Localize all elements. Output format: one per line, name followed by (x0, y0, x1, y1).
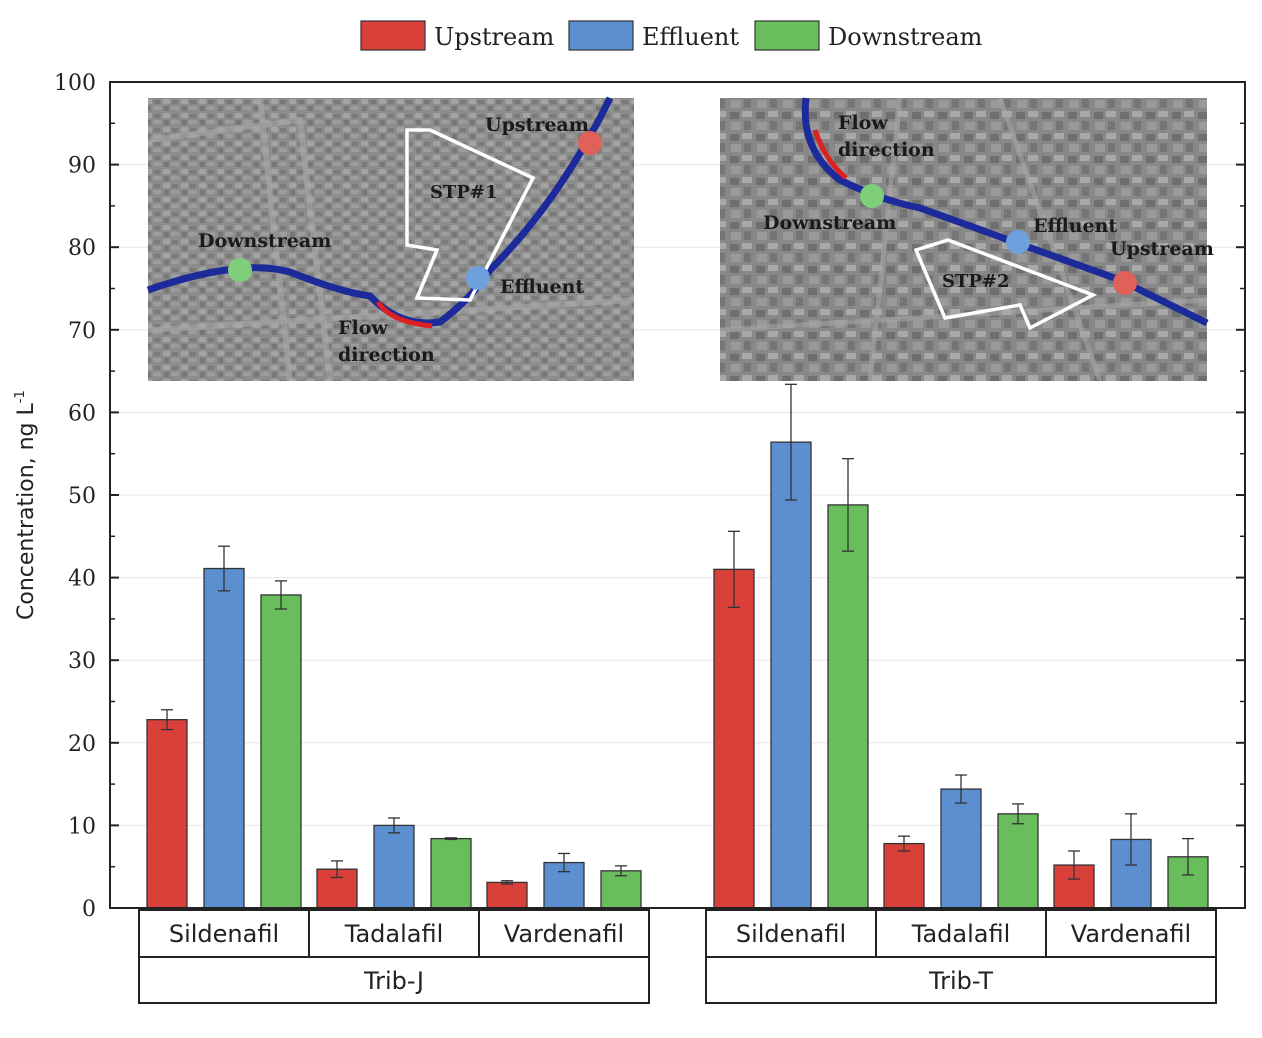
y-tick-label: 40 (68, 567, 96, 592)
compound-label: Tadalafil (344, 920, 444, 948)
compound-cell (1045, 909, 1217, 958)
legend-label: Effluent (642, 23, 739, 51)
map-trib-t: Flow direction Downstream Effluent Upstr… (719, 97, 1214, 382)
y-tick-label: 70 (68, 319, 96, 344)
y-axis-label: Concentration, ng L-1 (13, 390, 39, 620)
map1-stp-label: STP#1 (430, 182, 498, 203)
map2-upstream-label: Upstream (1110, 238, 1214, 260)
compound-cell (705, 909, 877, 958)
group-label: Trib-J (363, 967, 424, 995)
y-tick-label: 80 (68, 236, 96, 261)
map2-stp-label: STP#2 (942, 271, 1010, 292)
compound-label: Sildenafil (169, 920, 279, 948)
map1-flow-label: Flow (338, 317, 388, 339)
map-trib-j: Upstream STP#1 Downstream Effluent Flow … (146, 96, 635, 382)
map2-effluent-label: Effluent (1033, 215, 1117, 237)
compound-label: Vardenafil (1071, 920, 1191, 948)
compound-label: Tadalafil (911, 920, 1011, 948)
bar (770, 441, 812, 909)
group-label: Trib-T (928, 967, 993, 995)
map1-upstream-label: Upstream (485, 114, 589, 136)
legend: Upstream Effluent Downstream (360, 20, 983, 51)
y-tick-label: 20 (68, 732, 96, 757)
category-axis: Sildenafil Tadalafil Vardenafil Trib-J Silde… (138, 909, 1217, 1004)
y-tick-label: 10 (68, 814, 96, 839)
bar (883, 842, 925, 909)
y-tick-label: 0 (82, 897, 96, 922)
map2-direction-label: direction (838, 139, 935, 161)
group-cell (138, 956, 650, 1004)
bar (146, 719, 188, 909)
legend-label: Downstream (828, 23, 983, 51)
legend-label: Upstream (434, 23, 555, 51)
legend-swatch (754, 20, 820, 51)
y-tick-label: 30 (68, 649, 96, 674)
map2-flow-label: Flow (838, 112, 888, 134)
legend-swatch (568, 20, 634, 51)
y-tick-label: 60 (68, 401, 96, 426)
bar (997, 813, 1039, 909)
compound-cell (478, 909, 650, 958)
bar (373, 824, 415, 909)
map1-direction-label: direction (338, 344, 435, 366)
bar (260, 594, 302, 909)
group-cell (705, 956, 1217, 1004)
compound-cell (138, 909, 310, 958)
map2-downstream-label: Downstream (763, 212, 896, 234)
legend-swatch (360, 20, 426, 51)
bar (203, 567, 245, 909)
y-tick-label: 90 (68, 154, 96, 179)
bar (827, 504, 869, 909)
y-tick-label: 50 (68, 484, 96, 509)
bars (146, 383, 1209, 909)
compound-label: Sildenafil (736, 920, 846, 948)
compound-label: Vardenafil (504, 920, 624, 948)
bar (1053, 864, 1095, 909)
axes: 0 10 20 30 40 50 60 70 80 90 100 (54, 71, 1246, 922)
bar (940, 788, 982, 909)
map1-downstream-label: Downstream (198, 230, 331, 252)
bar (486, 881, 528, 909)
y-tick-label: 100 (54, 71, 96, 96)
map1-effluent-label: Effluent (500, 276, 584, 298)
bar (430, 837, 472, 909)
bar (713, 568, 755, 909)
